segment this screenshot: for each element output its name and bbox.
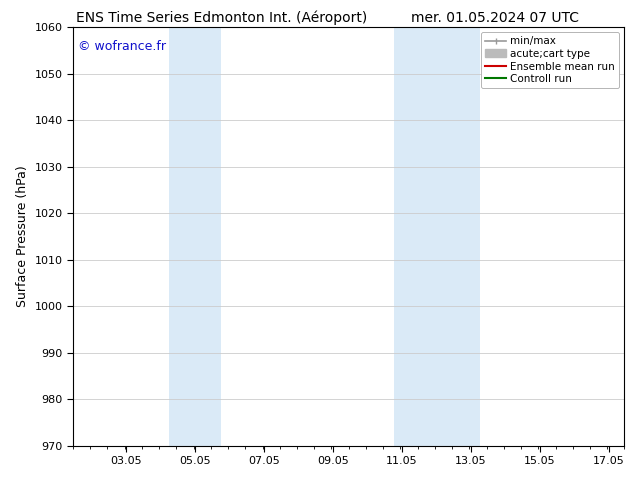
Text: mer. 01.05.2024 07 UTC: mer. 01.05.2024 07 UTC [411, 11, 578, 25]
Text: ENS Time Series Edmonton Int. (Aéroport): ENS Time Series Edmonton Int. (Aéroport) [76, 11, 368, 25]
Text: © wofrance.fr: © wofrance.fr [79, 40, 167, 52]
Y-axis label: Surface Pressure (hPa): Surface Pressure (hPa) [16, 166, 29, 307]
Bar [169, 27, 221, 446]
Legend: min/max, acute;cart type, Ensemble mean run, Controll run: min/max, acute;cart type, Ensemble mean … [481, 32, 619, 88]
Bar [394, 27, 480, 446]
